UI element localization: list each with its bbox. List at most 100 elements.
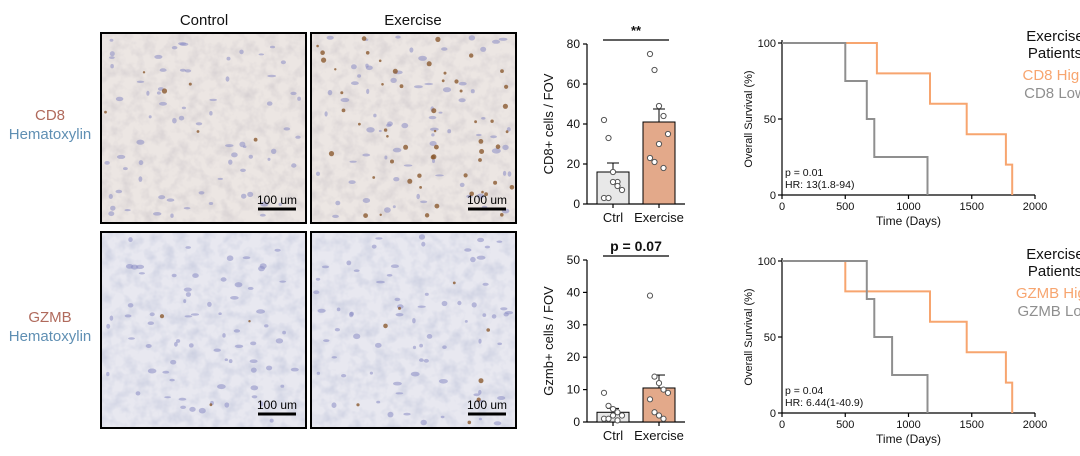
y-tick-label: 20: [567, 157, 581, 171]
nucleus: [171, 46, 178, 50]
nucleus: [138, 176, 143, 182]
nucleus: [153, 212, 162, 216]
nucleus: [185, 246, 191, 249]
legend-entry: CD8 High: [1022, 67, 1080, 84]
y-tick-label: 20: [567, 350, 581, 364]
nucleus: [109, 56, 115, 59]
nucleus: [226, 56, 231, 61]
nucleus: [225, 76, 230, 82]
data-point: [651, 409, 658, 416]
nucleus: [136, 80, 145, 84]
nucleus: [135, 391, 141, 396]
data-point: [655, 140, 663, 148]
nucleus: [239, 141, 246, 148]
nucleus: [291, 163, 297, 168]
nucleus: [470, 89, 475, 94]
nucleus: [497, 342, 503, 346]
data-point: [651, 373, 658, 380]
nucleus: [470, 256, 476, 263]
nucleus: [478, 338, 482, 344]
nucleus: [172, 117, 177, 124]
y-axis-label: CD8+ cells / FOV: [541, 73, 556, 174]
nucleus: [110, 63, 114, 69]
y-tick-label: 60: [567, 77, 581, 91]
data-point: [660, 386, 667, 393]
micrograph-border: [100, 231, 307, 429]
nucleus: [127, 303, 134, 308]
y-axis-label: Gzmb+ cells / FOV: [541, 286, 556, 396]
x-tick-label: 1000: [896, 201, 920, 213]
row-label-gzmb-stain: GZMB: [28, 309, 71, 326]
nucleus: [188, 343, 194, 348]
nucleus: [480, 46, 487, 52]
stats-label: p = 0.01: [785, 167, 823, 179]
nucleus: [482, 313, 487, 317]
nucleus: [198, 191, 205, 195]
y-tick-label: 0: [573, 197, 580, 211]
stained-cell: [381, 83, 384, 86]
nucleus: [331, 402, 337, 409]
nucleus: [266, 365, 273, 371]
nucleus: [442, 87, 452, 93]
nucleus: [362, 153, 371, 157]
data-point: [605, 402, 612, 409]
nucleus: [108, 194, 113, 199]
nucleus: [178, 115, 185, 121]
nucleus: [147, 368, 157, 374]
stained-cell: [358, 122, 361, 126]
stained-cell: [504, 84, 509, 89]
nucleus: [419, 358, 424, 362]
nucleus: [209, 98, 217, 102]
nucleus: [401, 122, 409, 129]
nucleus: [264, 324, 269, 328]
nucleus: [198, 407, 206, 414]
nucleus: [336, 307, 341, 312]
data-point: [651, 158, 658, 166]
nucleus: [393, 177, 400, 182]
nucleus: [267, 74, 277, 78]
nucleus: [351, 81, 359, 86]
nucleus: [418, 234, 426, 240]
nucleus: [419, 343, 423, 348]
nucleus: [459, 182, 465, 188]
stained-cell: [379, 213, 382, 216]
nucleus: [179, 68, 186, 72]
nucleus: [418, 55, 427, 61]
nucleus: [213, 348, 221, 352]
nucleus: [275, 338, 284, 344]
nucleus: [260, 201, 269, 207]
nucleus: [357, 74, 362, 78]
nucleus: [148, 115, 152, 119]
nucleus: [116, 154, 126, 159]
nucleus: [184, 69, 192, 73]
nucleus: [476, 193, 485, 199]
stained-cell: [490, 119, 494, 123]
nucleus: [217, 384, 226, 390]
nucleus: [280, 384, 285, 388]
y-tick-label: 80: [567, 37, 581, 51]
nucleus: [504, 311, 514, 315]
nucleus: [266, 101, 273, 106]
nucleus: [496, 240, 503, 243]
nucleus: [414, 85, 423, 89]
nucleus: [146, 90, 150, 96]
nucleus: [482, 282, 489, 286]
nucleus: [269, 418, 274, 423]
nucleus: [458, 81, 467, 86]
stained-cell: [509, 185, 515, 190]
y-tick-label: 40: [567, 285, 581, 299]
stained-cell: [493, 180, 498, 185]
nucleus: [491, 314, 497, 319]
nucleus: [365, 63, 369, 68]
nucleus: [366, 127, 375, 133]
stained-cell: [417, 173, 422, 178]
nucleus: [250, 385, 259, 391]
nucleus: [110, 205, 116, 211]
y-tick-label: 50: [567, 253, 581, 267]
nucleus: [428, 115, 437, 120]
stained-cell: [328, 151, 335, 157]
nucleus: [154, 54, 163, 59]
stained-cell: [340, 91, 344, 95]
stained-cell: [452, 281, 456, 285]
nucleus: [431, 133, 435, 137]
